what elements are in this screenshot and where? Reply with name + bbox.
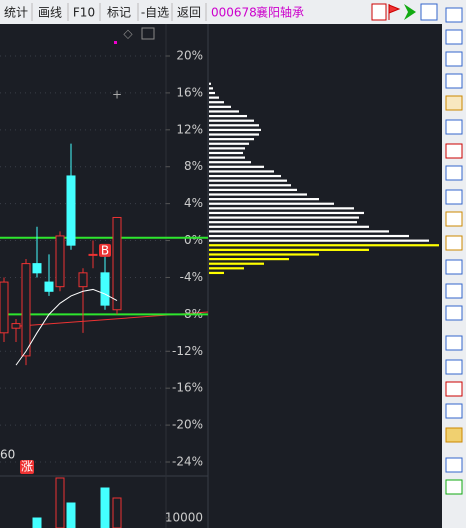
profile-bar	[209, 91, 215, 95]
rise-box	[20, 460, 34, 474]
icon[interactable]	[141, 27, 155, 40]
profile-bar	[209, 170, 274, 173]
stock-name: 襄阳轴承	[256, 5, 304, 20]
profile-bar	[209, 239, 429, 242]
profile-bar	[209, 248, 369, 251]
toolbar-button[interactable]: 画线	[38, 6, 62, 20]
profile-bar	[209, 179, 287, 182]
y-tick-label: 8%	[184, 159, 203, 173]
moving-average	[15, 288, 118, 366]
toolbar-button[interactable]: F10	[73, 6, 95, 20]
profile-bar	[209, 267, 244, 270]
y-tick-label: -20%	[172, 418, 203, 432]
profile-bar	[209, 198, 319, 201]
profile-bar	[209, 202, 334, 205]
candle-body	[100, 272, 110, 306]
icon[interactable]: ◇	[123, 27, 133, 41]
candle-body	[55, 235, 65, 288]
profile-bar	[209, 234, 409, 238]
stock-code: 000678	[211, 6, 257, 20]
profile-bar	[209, 193, 307, 196]
toolbar-button[interactable]: 返回	[177, 6, 201, 20]
sidebar-icons[interactable]	[445, 7, 463, 495]
profile-bar	[209, 101, 224, 104]
y-tick-label: 4%	[184, 196, 203, 210]
profile-bar	[209, 87, 213, 90]
candle-body	[21, 263, 31, 357]
profile-bar	[209, 138, 254, 141]
profile-bar	[209, 110, 239, 113]
toolbar-button[interactable]: -自选	[141, 6, 169, 20]
profile-bar	[209, 211, 364, 215]
icon[interactable]	[404, 4, 416, 20]
profile-bar	[209, 105, 231, 108]
candle-body	[66, 175, 76, 246]
rise-label: 涨	[21, 459, 33, 474]
y-tick-label: -16%	[172, 381, 203, 395]
candle-body	[32, 263, 42, 274]
period-label: 60	[0, 448, 15, 462]
y-tick-label: -12%	[172, 344, 203, 358]
dot	[114, 41, 117, 44]
profile-bar	[209, 262, 264, 265]
toolbar	[0, 0, 442, 24]
icon[interactable]	[420, 3, 438, 21]
profile-bar	[209, 147, 245, 150]
y-tick-label: 12%	[176, 122, 203, 136]
volume-bar	[100, 487, 110, 528]
profile-bar	[209, 188, 297, 191]
profile-bar	[209, 114, 247, 118]
profile-bar	[209, 161, 251, 164]
profile-bar	[209, 119, 254, 122]
profile-bar	[209, 151, 243, 155]
y-tick-label: 20%	[176, 49, 203, 63]
toolbar-button[interactable]: 统计	[4, 6, 28, 20]
profile-bar	[209, 133, 259, 136]
profile-bar	[209, 244, 439, 247]
volume-tick-label: 10000	[165, 511, 203, 525]
trade-marker-box[interactable]	[99, 243, 111, 257]
volume-bar	[112, 497, 122, 528]
profile-bar	[209, 253, 319, 256]
cursor: +	[112, 88, 122, 102]
icon[interactable]	[388, 4, 401, 20]
candle-body	[88, 253, 98, 256]
profile-bar	[209, 124, 259, 127]
candle-body	[78, 272, 88, 288]
profile-bar	[209, 258, 289, 261]
profile-bar	[209, 128, 261, 132]
profile-bar	[209, 156, 245, 159]
profile-bar	[209, 165, 264, 168]
profile-bar	[209, 225, 369, 228]
profile-bar	[209, 174, 281, 178]
y-tick-label: 0%	[184, 233, 203, 247]
trade-marker: B	[101, 243, 109, 257]
profile-bar	[209, 184, 291, 187]
y-tick-label: 16%	[176, 85, 203, 99]
profile-bar	[209, 96, 219, 99]
candle-body	[0, 281, 9, 334]
profile-bar	[209, 216, 359, 219]
profile-bar	[209, 207, 354, 210]
y-tick-label: -24%	[172, 455, 203, 469]
profile-bar	[209, 230, 389, 233]
toolbar-button[interactable]: 标记	[107, 6, 131, 20]
icon[interactable]	[371, 3, 387, 21]
profile-bar	[209, 142, 249, 145]
volume-bar	[66, 502, 76, 528]
volume-bar	[32, 517, 42, 528]
profile-bar	[209, 221, 357, 224]
candle-body	[112, 216, 122, 311]
profile-bar	[209, 82, 211, 85]
profile-bar	[209, 271, 224, 275]
candle-body	[11, 323, 21, 329]
volume-bar	[55, 477, 65, 528]
y-tick-label: -4%	[180, 270, 203, 284]
candle-body	[44, 281, 54, 292]
